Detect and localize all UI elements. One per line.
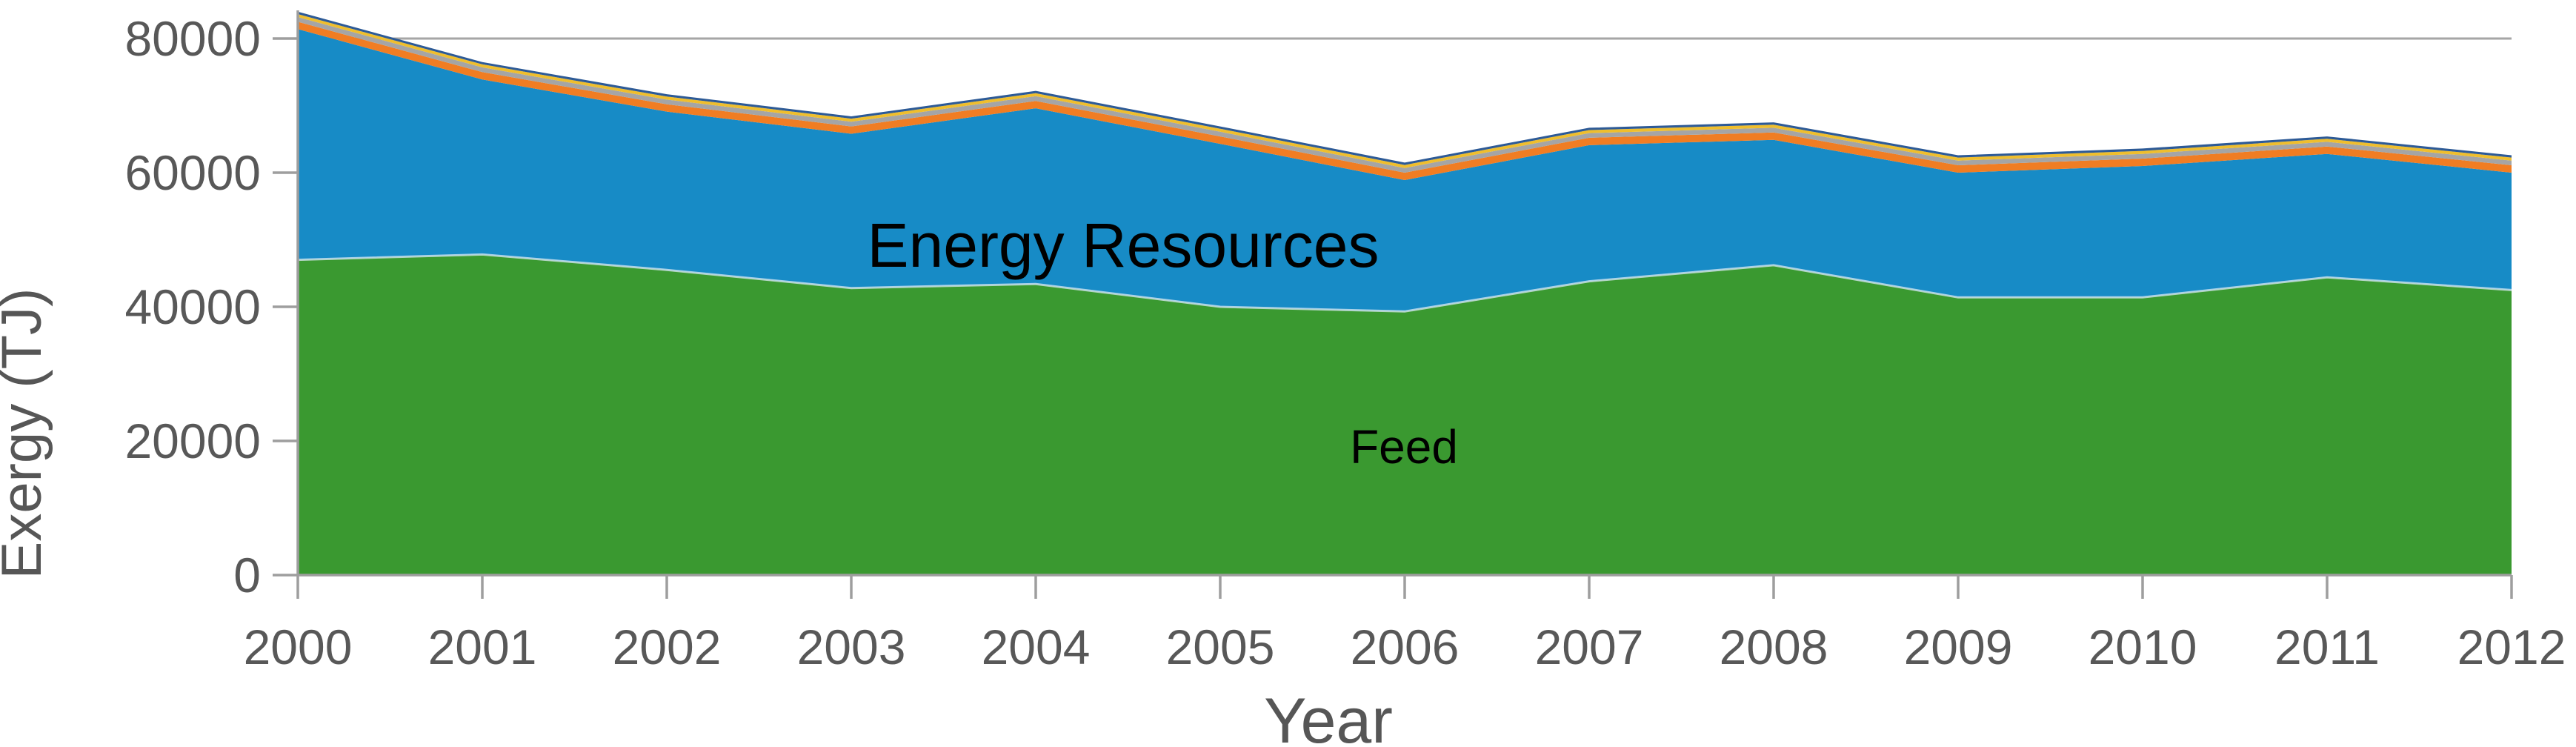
tick-marks [273,37,2513,599]
y-axis-title: Exergy (TJ) [0,288,53,580]
y-tick-label-80000: 80000 [124,11,261,66]
area-label-feed: Feed [1350,420,1458,474]
x-tick-label-2008: 2008 [1720,620,1828,674]
y-tick-label-60000: 60000 [124,145,261,200]
y-tick-label-20000: 20000 [124,414,261,468]
x-tick-label-2000: 2000 [244,620,353,674]
x-tick-label-2001: 2001 [428,620,537,674]
area-label-energy-resources: Energy Resources [868,210,1379,280]
x-tick-label-2009: 2009 [1904,620,2013,674]
x-tick-label-2004: 2004 [982,620,1091,674]
x-tick-label-2005: 2005 [1166,620,1275,674]
x-tick-label-2010: 2010 [2089,620,2197,674]
tick-labels: 0 20000 40000 60000 80000 2000 2001 2002 2003 200… [124,11,2566,674]
x-tick-label-2012: 2012 [2457,620,2566,674]
x-axis-title: Year [1264,685,1393,747]
feed-top-edge-highlight [297,253,2512,313]
area-feed [298,254,2512,575]
x-tick-label-2006: 2006 [1351,620,1460,674]
x-tick-label-2002: 2002 [613,620,722,674]
y-tick-label-0: 0 [233,548,261,602]
area-energy-resources [298,29,2512,312]
x-tick-label-2003: 2003 [797,620,906,674]
area-series [297,11,2512,575]
x-tick-label-2011: 2011 [2274,620,2380,674]
y-tick-label-40000: 40000 [124,279,261,334]
x-tick-label-2007: 2007 [1535,620,1644,674]
